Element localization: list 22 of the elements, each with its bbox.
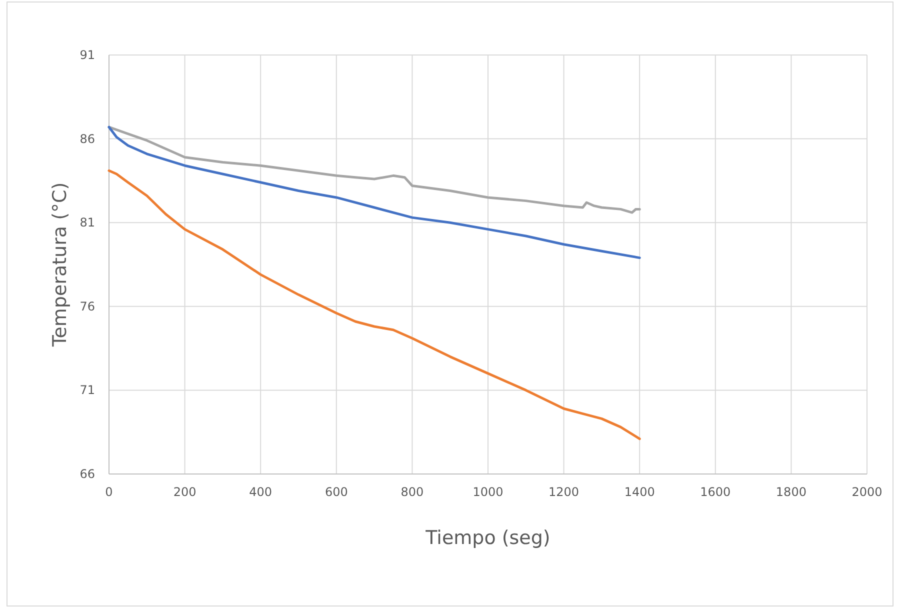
x-tick-label: 0 (105, 485, 113, 499)
x-tick-label: 1200 (548, 485, 580, 499)
line-series (108, 126, 641, 214)
x-tick-label: 1800 (776, 485, 806, 499)
x-tick-label: 400 (249, 485, 272, 499)
x-tick-label: 600 (324, 485, 348, 499)
x-axis-title: Tiempo (seg) (424, 527, 550, 549)
line-series (108, 169, 641, 440)
y-tick-label: 71 (80, 383, 95, 398)
y-tick-label: 81 (80, 216, 95, 230)
x-tick-label: 1400 (624, 485, 655, 499)
x-tick-label: 1600 (700, 485, 731, 499)
y-tick-label: 76 (80, 299, 95, 314)
x-tick-label: 200 (173, 485, 196, 499)
line-series (108, 126, 641, 260)
x-tick-label: 2000 (852, 485, 882, 499)
x-tick-label: 800 (400, 485, 424, 499)
y-axis-title: Temperatura (°C) (49, 182, 71, 348)
y-tick-label: 91 (80, 48, 95, 62)
x-tick-label: 1000 (472, 485, 504, 499)
y-tick-label: 66 (80, 467, 95, 481)
y-tick-label: 86 (80, 132, 95, 146)
